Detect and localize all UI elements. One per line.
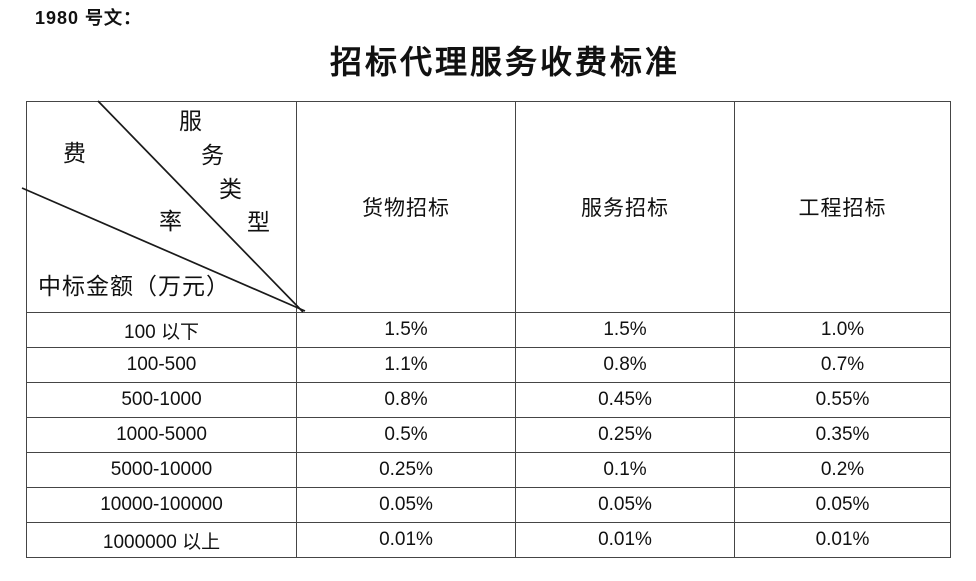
rate-value: 1.5% — [515, 312, 735, 348]
table-row: 10000-100000 0.05% 0.05% 0.05% — [26, 487, 951, 523]
row-label: 100 以下 — [26, 312, 297, 348]
row-label: 500-1000 — [26, 382, 297, 418]
column-header-service-bidding: 服务招标 — [515, 101, 735, 313]
row-label: 1000-5000 — [26, 417, 297, 453]
row-label: 5000-10000 — [26, 452, 297, 488]
row-label: 10000-100000 — [26, 487, 297, 523]
rate-value: 1.1% — [296, 347, 516, 383]
rate-value: 0.5% — [296, 417, 516, 453]
corner-label-type-char1: 服 — [179, 109, 202, 134]
table-row: 100-500 1.1% 0.8% 0.7% — [26, 347, 951, 383]
rate-value: 0.25% — [515, 417, 735, 453]
table-row: 500-1000 0.8% 0.45% 0.55% — [26, 382, 951, 418]
rate-value: 1.5% — [296, 312, 516, 348]
column-header-engineering-bidding: 工程招标 — [734, 101, 951, 313]
rate-value: 0.8% — [296, 382, 516, 418]
corner-label-type-char3: 类 — [219, 177, 242, 202]
table-row: 1000000 以上 0.01% 0.01% 0.01% — [26, 522, 951, 558]
rate-value: 0.05% — [734, 487, 951, 523]
column-header-goods-bidding: 货物招标 — [296, 101, 516, 313]
row-label: 100-500 — [26, 347, 297, 383]
diagonal-header-cell: 费 率 服 务 类 型 中标金额（万元） — [26, 101, 297, 313]
rate-value: 0.7% — [734, 347, 951, 383]
rate-value: 0.1% — [515, 452, 735, 488]
corner-label-rate-char: 率 — [159, 209, 182, 234]
table-row: 1000-5000 0.5% 0.25% 0.35% — [26, 417, 951, 453]
table-header-row: 费 率 服 务 类 型 中标金额（万元） 货物招标 服务招标 工程招标 — [26, 101, 951, 313]
rate-value: 0.01% — [296, 522, 516, 558]
rate-value: 0.01% — [515, 522, 735, 558]
rate-value: 0.45% — [515, 382, 735, 418]
page-title: 招标代理服务收费标准 — [329, 44, 680, 80]
rate-value: 0.8% — [515, 347, 735, 383]
rate-value: 0.05% — [515, 487, 735, 523]
rate-value: 0.25% — [296, 452, 516, 488]
row-label: 1000000 以上 — [26, 522, 297, 558]
rate-value: 0.35% — [734, 417, 951, 453]
table-row: 5000-10000 0.25% 0.1% 0.2% — [26, 452, 951, 488]
corner-label-type-char4: 型 — [247, 210, 270, 235]
rate-value: 0.05% — [296, 487, 516, 523]
table-row: 100 以下 1.5% 1.5% 1.0% — [26, 312, 951, 348]
rate-value: 0.55% — [734, 382, 951, 418]
document-reference-number: 1980 号文： — [35, 8, 143, 28]
rate-value: 1.0% — [734, 312, 951, 348]
rate-value: 0.2% — [734, 452, 951, 488]
corner-label-type-char2: 务 — [201, 143, 224, 168]
corner-label-bid-amount: 中标金额（万元） — [38, 274, 230, 299]
rate-value: 0.01% — [734, 522, 951, 558]
fee-standard-table: 费 率 服 务 类 型 中标金额（万元） 货物招标 服务招标 工程招标 100 … — [26, 101, 951, 558]
corner-label-fee-char: 费 — [63, 141, 86, 166]
